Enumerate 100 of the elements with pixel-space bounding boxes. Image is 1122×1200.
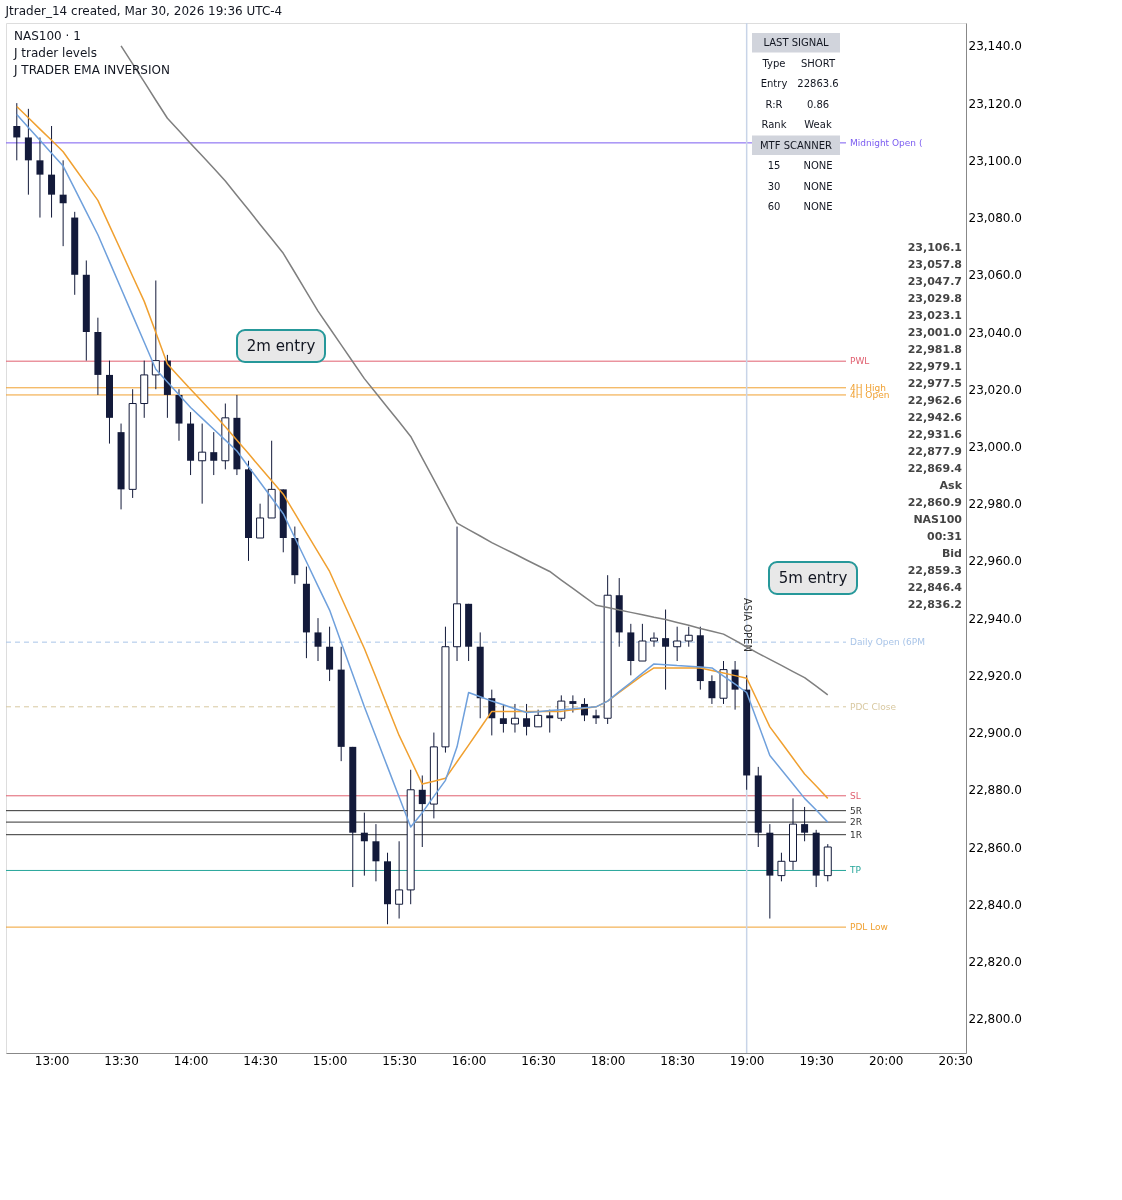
- annotation: 60: [767, 201, 781, 213]
- annotation: Weak: [804, 119, 832, 131]
- annotation: 22,962.6: [907, 394, 963, 407]
- candlestick: [638, 623, 647, 662]
- candlestick: [662, 609, 670, 691]
- x-tick-label: 14:30: [243, 1053, 278, 1068]
- y-tick-label: 22,920.0: [968, 668, 1022, 683]
- x-tick-label: 20:30: [938, 1053, 973, 1068]
- annotation: J TRADER EMA INVERSION: [13, 63, 170, 77]
- y-tick-label: 23,020.0: [968, 382, 1022, 397]
- candlestick: [777, 852, 786, 882]
- y-tick-label: 23,080.0: [968, 211, 1022, 226]
- ref-line-label: 2R: [850, 817, 862, 828]
- candlestick: [24, 108, 32, 196]
- annotation: 22863.6: [797, 78, 839, 90]
- x-tick-label: 20:00: [868, 1053, 904, 1068]
- candlestick: [708, 674, 716, 705]
- annotation: MTF SCANNER: [759, 139, 833, 151]
- ref-line-label: ASIA OPEN: [741, 598, 753, 652]
- y-tick-label: 22,940.0: [968, 611, 1022, 626]
- annotation: Entry: [760, 78, 788, 90]
- y-tick-label: 22,820.0: [968, 954, 1022, 969]
- annotation: 22,836.2: [907, 598, 962, 611]
- annotation: NONE: [803, 180, 833, 192]
- annotation: 22,981.8: [907, 343, 962, 356]
- annotation: 22,877.9: [907, 445, 962, 458]
- y-tick-label: 23,120.0: [968, 96, 1022, 111]
- ref-line-label: SL: [850, 790, 861, 801]
- y-tick-label: 22,960.0: [968, 554, 1022, 569]
- annotation: NAS100: [913, 513, 963, 526]
- y-tick-label: 23,060.0: [968, 268, 1022, 283]
- candlestick: [210, 431, 218, 476]
- annotation: 2m entry: [246, 337, 316, 355]
- candlestick: [418, 774, 426, 848]
- candlestick: [395, 840, 404, 920]
- annotation: 22,859.3: [907, 564, 962, 577]
- y-tick-label: 22,900.0: [968, 726, 1022, 741]
- x-tick-label: 13:30: [104, 1053, 139, 1068]
- annotation: NAS100 · 1: [14, 29, 81, 43]
- y-tick-label: 23,100.0: [968, 153, 1022, 168]
- candlestick: [48, 125, 56, 219]
- annotation: 22,931.6: [907, 428, 963, 441]
- candlestick: [523, 703, 531, 736]
- y-tick-label: 22,880.0: [968, 783, 1022, 798]
- candlestick: [684, 626, 693, 648]
- y-tick-label: 23,040.0: [968, 325, 1022, 340]
- candlestick: [198, 423, 207, 505]
- annotation: 0.86: [806, 98, 830, 110]
- annotation: 00:31: [926, 530, 962, 543]
- x-tick-label: 18:30: [660, 1053, 695, 1068]
- annotation: R:R: [765, 98, 783, 110]
- annotation: 23,001.0: [907, 326, 963, 339]
- x-tick-label: 14:00: [173, 1053, 209, 1068]
- x-tick-label: 18:00: [590, 1053, 626, 1068]
- annotation: SHORT: [800, 57, 836, 69]
- ref-line-label: Daily Open (6PM: [850, 637, 925, 648]
- candlestick: [801, 806, 809, 842]
- ref-line-label: PWL: [850, 356, 870, 367]
- candlestick: [510, 703, 519, 734]
- annotation: 22,977.5: [907, 377, 962, 390]
- x-tick-label: 13:00: [34, 1053, 70, 1068]
- candlestick: [59, 159, 67, 247]
- annotation: NONE: [803, 160, 833, 172]
- chart-title: Jtrader_14 created, Mar 30, 2026 19:36 UTC-4: [4, 4, 283, 19]
- annotation: 23,057.8: [907, 258, 962, 271]
- candlestick: [360, 812, 368, 877]
- annotation: 30: [767, 180, 781, 192]
- candlestick: [592, 709, 600, 725]
- y-tick-label: 22,980.0: [968, 497, 1022, 512]
- x-tick-label: 15:30: [382, 1053, 417, 1068]
- ref-line-label: TP: [849, 865, 862, 876]
- annotation: NONE: [803, 201, 833, 213]
- annotation: 22,860.9: [907, 496, 962, 509]
- annotation: 15: [767, 160, 781, 172]
- ref-line-label: PDC Close: [850, 701, 897, 712]
- candlestick: [673, 626, 682, 662]
- x-tick-label: 16:00: [451, 1053, 487, 1068]
- annotation: 22,979.1: [907, 360, 962, 373]
- ref-line-label: 1R: [850, 829, 862, 840]
- annotation: 22,846.4: [907, 581, 963, 594]
- candlestick: [372, 823, 380, 882]
- annotation: Ask: [939, 479, 963, 492]
- ref-line-label: PDL Low: [850, 922, 888, 933]
- x-tick-label: 19:30: [799, 1053, 834, 1068]
- annotation: 23,023.1: [907, 309, 962, 322]
- annotation: 23,029.8: [907, 292, 962, 305]
- y-tick-label: 22,840.0: [968, 897, 1022, 912]
- annotation: Bid: [941, 547, 962, 560]
- candlestick: [499, 703, 507, 734]
- annotation: 22,942.6: [907, 411, 963, 424]
- y-tick-label: 22,800.0: [968, 1012, 1022, 1027]
- candlestick: [649, 631, 658, 648]
- candlestick: [13, 102, 21, 161]
- annotation: LAST SIGNAL: [763, 37, 830, 49]
- candlestick: [326, 626, 334, 682]
- annotation: 22,869.4: [907, 462, 963, 475]
- y-tick-label: 23,000.0: [968, 439, 1022, 454]
- candlestick: [569, 694, 577, 714]
- candlestick: [314, 617, 322, 662]
- x-tick-label: 16:30: [521, 1053, 556, 1068]
